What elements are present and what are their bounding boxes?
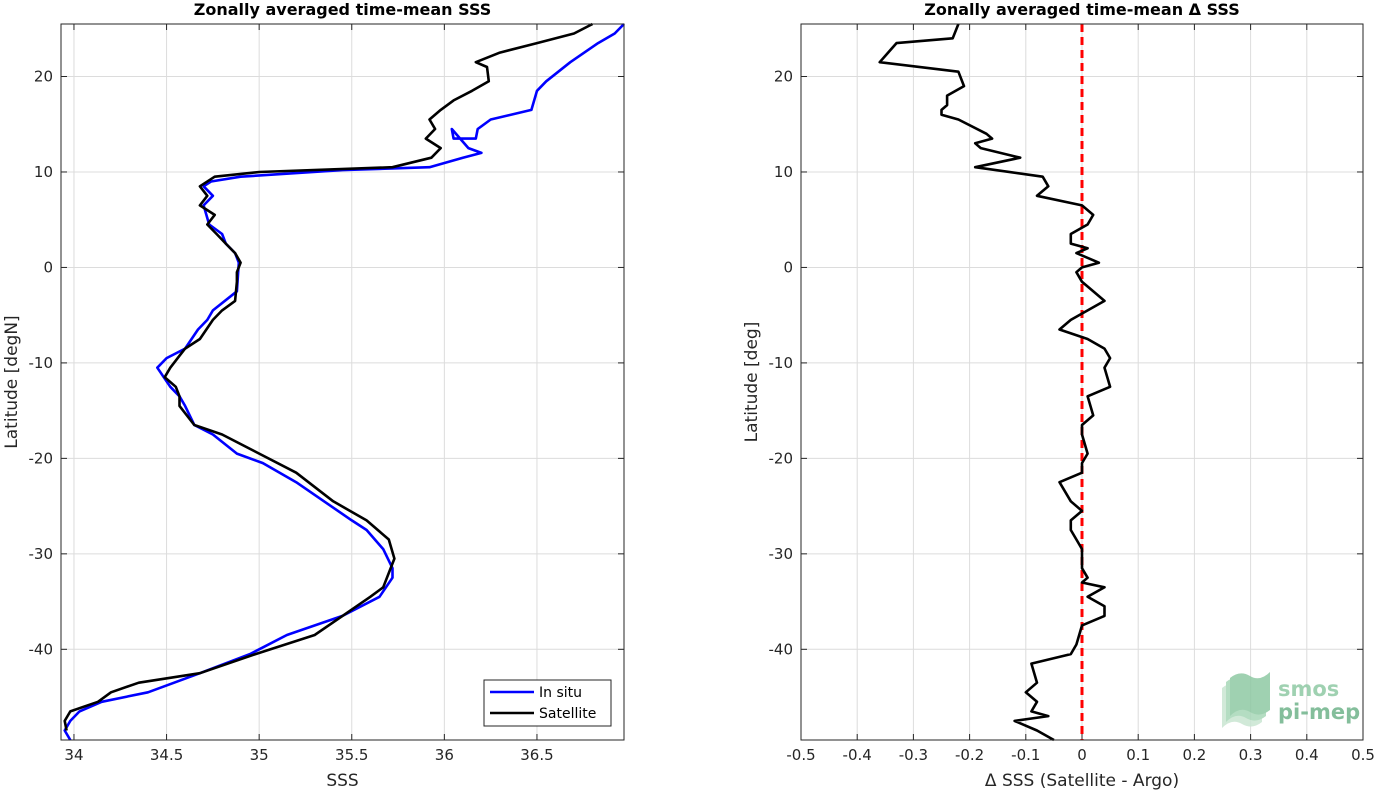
x-axis-label: Δ SSS (Satellite - Argo) xyxy=(985,771,1179,791)
x-tick-label: 34 xyxy=(64,746,83,764)
series-line-delta-sss xyxy=(878,23,1112,742)
y-tick-label: -10 xyxy=(29,354,54,372)
y-tick-label: 20 xyxy=(774,68,793,86)
x-tick-label: 0.4 xyxy=(1295,746,1319,764)
y-tick-label: 0 xyxy=(43,258,53,276)
right-panel-delta-sss: -0.5 -0.4 -0.3 -0.2 -0.1 0 0.1 0.2 0.3 0.4 0.5 20 10… xyxy=(742,0,1375,791)
x-tick-label: 0.2 xyxy=(1182,746,1206,764)
x-tick-label: 0.5 xyxy=(1351,746,1375,764)
y-axis-label: Latitude [degN] xyxy=(2,315,22,448)
plot-area xyxy=(61,24,624,740)
y-tick-label: -20 xyxy=(29,449,54,467)
left-panel-sss: 34 34.5 35 35.5 36 36.5 20 10 0 -10 -20 -30 -40 Zonal… xyxy=(2,0,625,791)
logo-text-smos: smos xyxy=(1278,677,1339,701)
x-tick-label: -0.4 xyxy=(843,746,872,764)
x-tick-label: 35.5 xyxy=(335,746,368,764)
axes-frame xyxy=(60,23,625,741)
legend-label-in-situ: In situ xyxy=(539,685,582,701)
legend-label-satellite: Satellite xyxy=(539,706,596,722)
y-tick-label: 10 xyxy=(774,163,793,181)
chart-title: Zonally averaged time-mean Δ SSS xyxy=(924,0,1240,19)
y-tick-label: -40 xyxy=(769,640,794,658)
series-line-in-situ xyxy=(63,23,625,741)
x-tick-label: -0.3 xyxy=(899,746,928,764)
logo-waves-icon xyxy=(1222,672,1270,728)
x-tick-label: -0.5 xyxy=(786,746,815,764)
chart-title: Zonally averaged time-mean SSS xyxy=(194,0,492,19)
legend: In situ Satellite xyxy=(483,679,612,727)
x-tick-label: 0.1 xyxy=(1126,746,1150,764)
x-tick-label: 36.5 xyxy=(520,746,553,764)
smos-pi-mep-logo: smos pi-mep xyxy=(1222,672,1360,728)
x-axis-label: SSS xyxy=(326,771,358,791)
logo-text-pi-mep: pi-mep xyxy=(1278,700,1360,724)
x-tick-label: -0.1 xyxy=(1011,746,1040,764)
y-tick-label: 0 xyxy=(783,258,793,276)
y-tick-label: 10 xyxy=(34,163,53,181)
x-tick-label: 0.3 xyxy=(1239,746,1263,764)
x-tick-label: -0.2 xyxy=(955,746,984,764)
y-tick-label: 20 xyxy=(34,68,53,86)
y-tick-label: -20 xyxy=(769,449,794,467)
y-tick-label: -30 xyxy=(769,545,794,563)
y-tick-label: -40 xyxy=(29,640,54,658)
x-tick-label: 34.5 xyxy=(150,746,183,764)
y-tick-label: -10 xyxy=(769,354,794,372)
x-tick-label: 36 xyxy=(435,746,454,764)
x-tick-label: 35 xyxy=(250,746,269,764)
axes-frame xyxy=(800,23,1364,741)
series-line-satellite xyxy=(63,22,594,731)
y-tick-label: -30 xyxy=(29,545,54,563)
x-tick-label: 0 xyxy=(1077,746,1087,764)
y-axis-label: Latitude [deg] xyxy=(742,322,762,443)
